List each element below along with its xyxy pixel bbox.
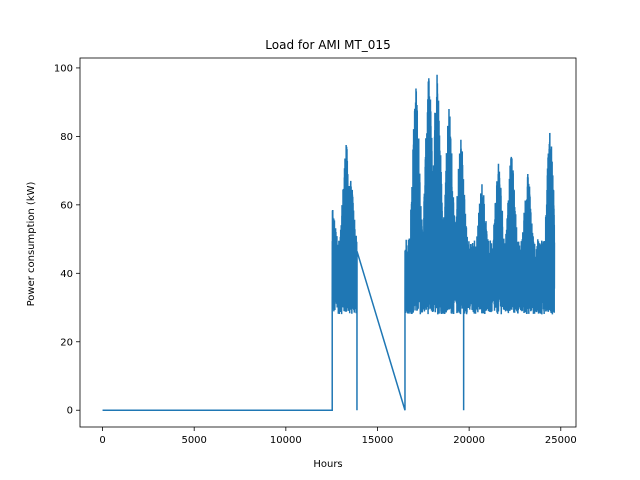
y-tick-label: 100 <box>54 63 73 74</box>
plot-area: 0 5000 10000 15000 20000 25000 0 20 40 60 80 100 <box>54 57 577 446</box>
chart-title: Load for AMI MT_015 <box>265 38 390 52</box>
y-tick-label: 40 <box>60 269 73 280</box>
axes-frame <box>79 57 577 428</box>
y-axis-label: Power consumption (kW) <box>26 181 37 306</box>
x-tick-label: 10000 <box>270 435 302 446</box>
x-tick-label: 5000 <box>181 435 206 446</box>
x-tick-label: 0 <box>99 435 105 446</box>
x-tick-label: 20000 <box>453 435 485 446</box>
x-axis-label: Hours <box>313 459 342 470</box>
series-line <box>102 74 556 411</box>
x-tick-label: 25000 <box>545 435 577 446</box>
x-tick-label: 15000 <box>362 435 394 446</box>
y-tick-label: 60 <box>60 200 73 211</box>
y-tick-label: 80 <box>60 132 73 143</box>
y-tick-label: 0 <box>67 406 73 417</box>
y-tick-label: 20 <box>60 337 73 348</box>
